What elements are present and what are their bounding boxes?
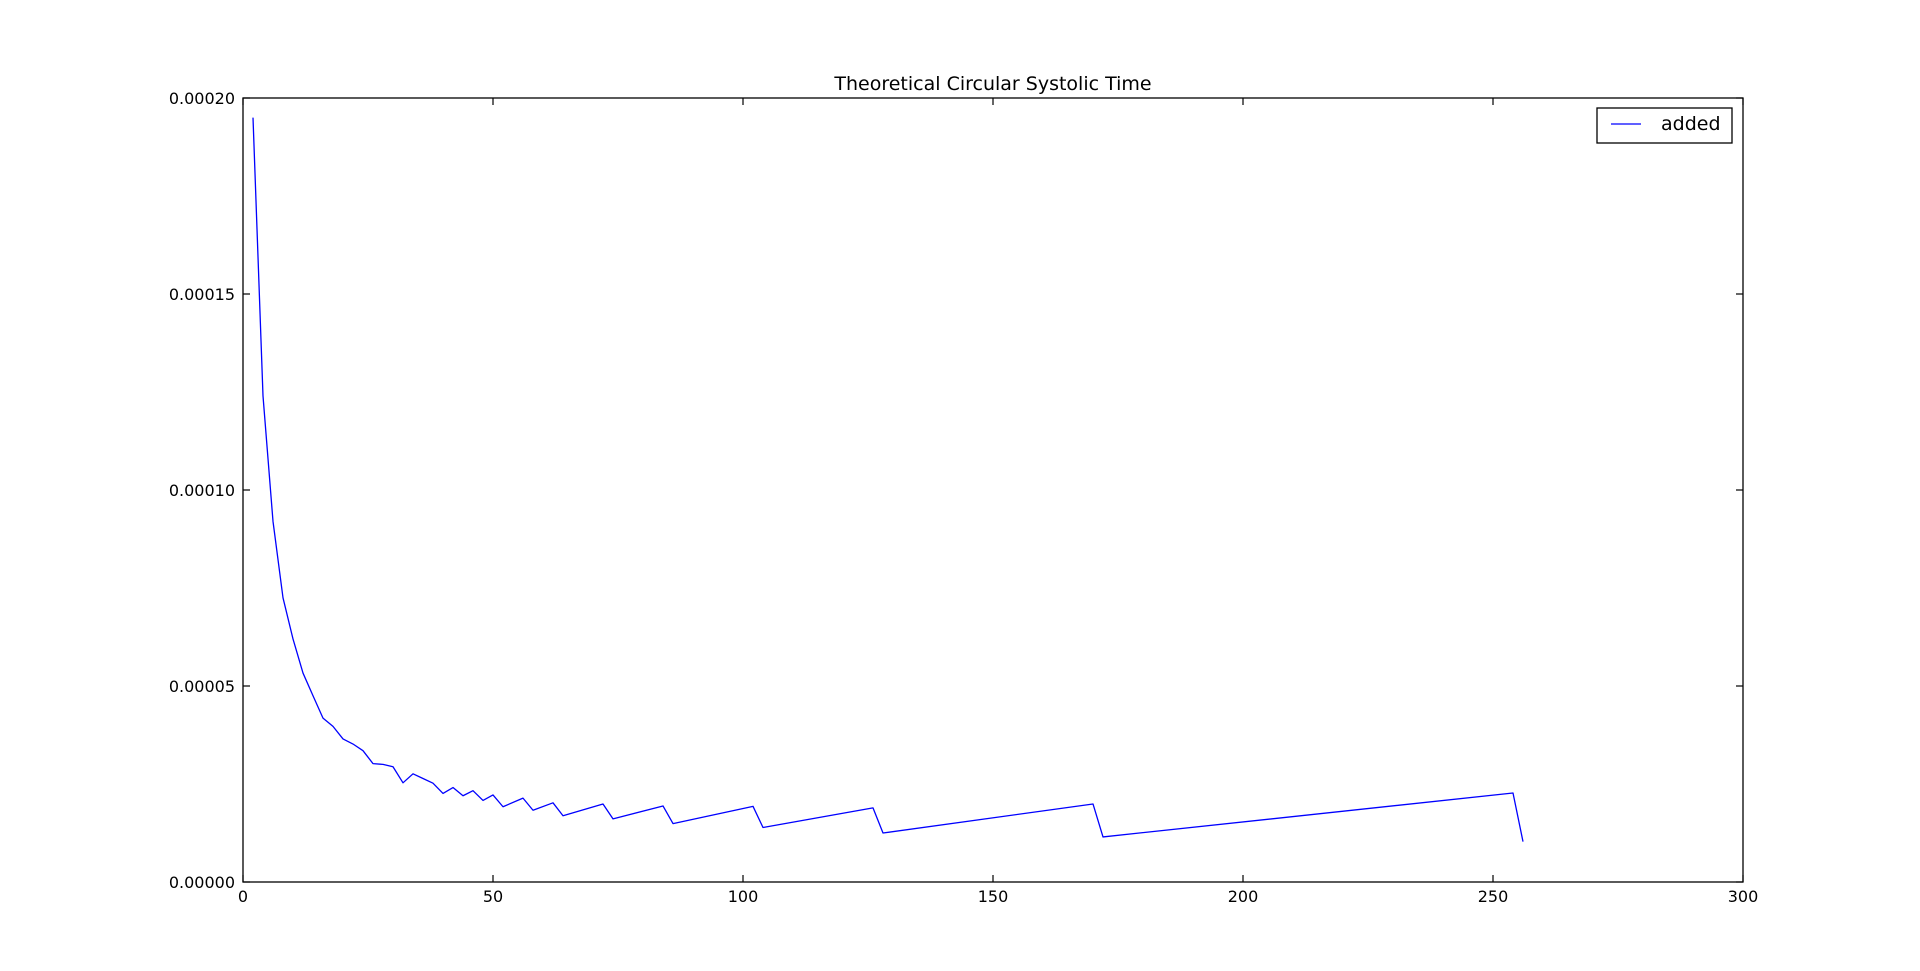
data-point bbox=[672, 823, 673, 824]
data-point bbox=[352, 743, 353, 744]
data-point bbox=[1522, 841, 1523, 842]
data-point bbox=[872, 807, 873, 808]
data-point bbox=[282, 597, 283, 598]
data-point bbox=[342, 738, 343, 739]
data-point bbox=[312, 695, 313, 696]
y-tick-label: 0.00000 bbox=[169, 873, 235, 892]
data-point bbox=[392, 766, 393, 767]
data-point bbox=[492, 794, 493, 795]
data-point bbox=[462, 795, 463, 796]
data-point bbox=[382, 764, 383, 765]
data-point bbox=[602, 803, 603, 804]
y-axis: 0.00000 0.00005 0.00010 0.00015 0.00020 bbox=[169, 89, 1743, 892]
data-point bbox=[882, 832, 883, 833]
x-tick-label: 200 bbox=[1228, 887, 1259, 906]
data-point bbox=[402, 782, 403, 783]
data-point bbox=[422, 778, 423, 779]
y-tick-label: 0.00010 bbox=[169, 481, 235, 500]
series-line-added bbox=[252, 117, 1524, 842]
data-point bbox=[452, 787, 453, 788]
legend-box bbox=[1596, 107, 1733, 144]
legend-label-added: added bbox=[1661, 113, 1721, 135]
data-point bbox=[552, 802, 553, 803]
data-point bbox=[442, 793, 443, 794]
data-point bbox=[502, 806, 503, 807]
data-point bbox=[272, 521, 273, 522]
data-point bbox=[332, 726, 333, 727]
x-axis: 0 50 100 150 200 250 300 bbox=[238, 98, 1758, 906]
data-point bbox=[302, 672, 303, 673]
y-tick-label: 0.00020 bbox=[169, 89, 235, 108]
data-point bbox=[1092, 803, 1093, 804]
data-point bbox=[562, 815, 563, 816]
chart-title: Theoretical Circular Systolic Time bbox=[833, 73, 1151, 95]
y-tick-label: 0.00005 bbox=[169, 677, 235, 696]
legend: added bbox=[1596, 107, 1733, 144]
y-tick-label: 0.00015 bbox=[169, 285, 235, 304]
data-point bbox=[372, 763, 373, 764]
x-tick-label: 250 bbox=[1478, 887, 1509, 906]
data-point bbox=[1512, 792, 1513, 793]
data-point bbox=[482, 800, 483, 801]
x-tick-label: 100 bbox=[728, 887, 759, 906]
data-point bbox=[762, 827, 763, 828]
x-tick-label: 0 bbox=[238, 887, 248, 906]
data-point bbox=[1102, 836, 1103, 837]
data-point bbox=[532, 810, 533, 811]
x-tick-label: 150 bbox=[978, 887, 1009, 906]
data-point bbox=[662, 805, 663, 806]
x-tick-label: 50 bbox=[483, 887, 503, 906]
data-point bbox=[262, 395, 263, 396]
data-point bbox=[322, 718, 323, 719]
data-point bbox=[752, 806, 753, 807]
data-point bbox=[252, 117, 253, 118]
data-point bbox=[432, 783, 433, 784]
data-point bbox=[412, 773, 413, 774]
x-tick-label: 300 bbox=[1728, 887, 1759, 906]
data-point bbox=[522, 798, 523, 799]
data-point bbox=[362, 750, 363, 751]
data-point bbox=[472, 790, 473, 791]
data-point bbox=[292, 638, 293, 639]
plot-area bbox=[242, 97, 1744, 883]
series-layer bbox=[252, 117, 1524, 842]
data-point bbox=[612, 818, 613, 819]
